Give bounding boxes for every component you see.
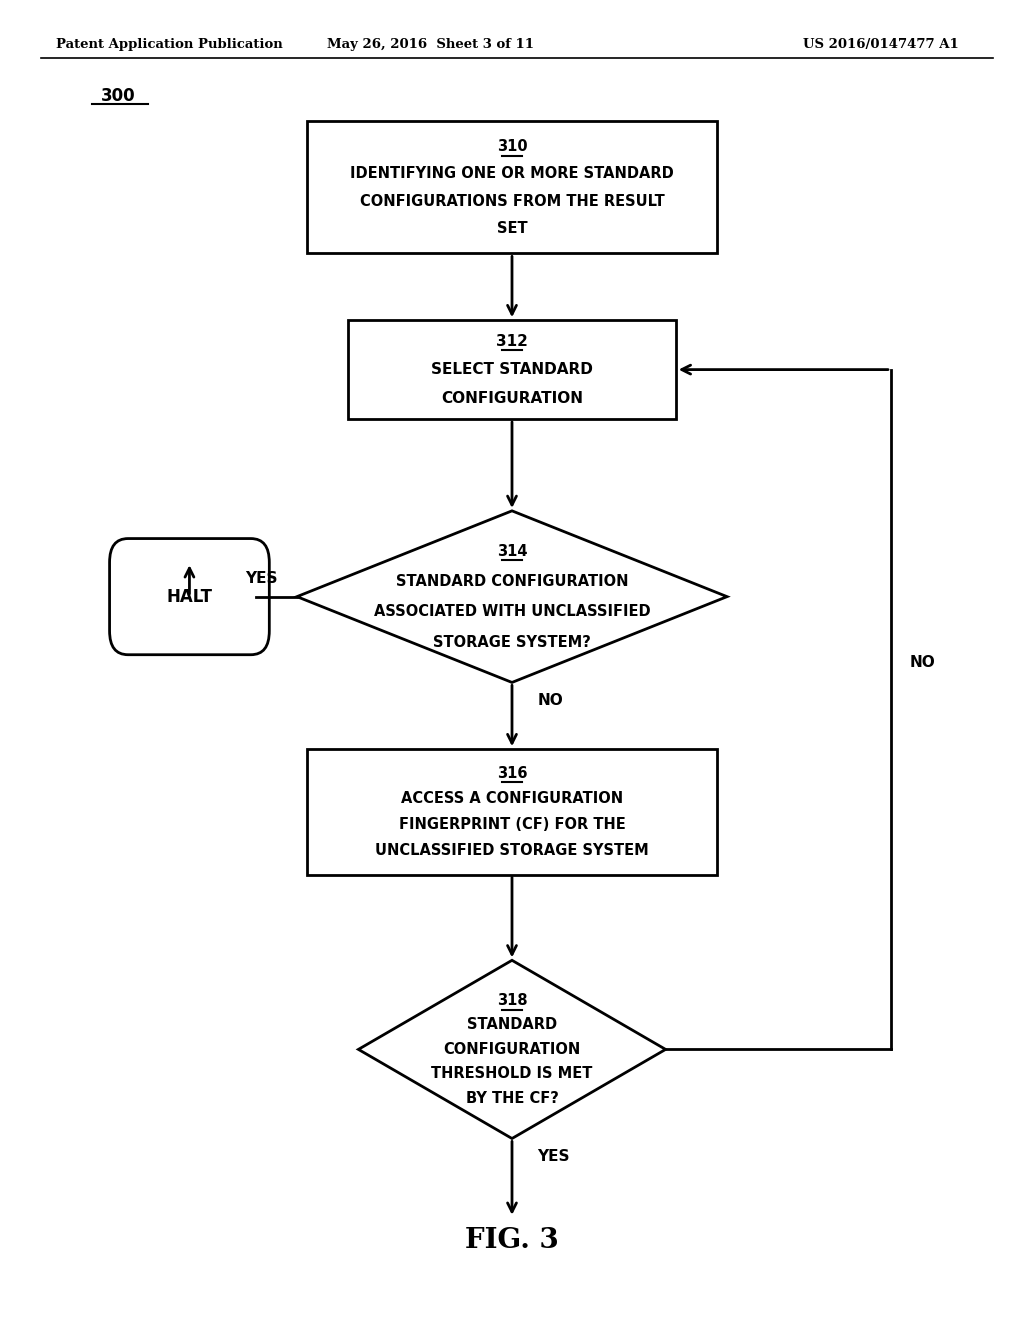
Text: May 26, 2016  Sheet 3 of 11: May 26, 2016 Sheet 3 of 11 [327,38,534,51]
Text: CONFIGURATION: CONFIGURATION [443,1041,581,1057]
Text: YES: YES [245,572,278,586]
Text: SELECT STANDARD: SELECT STANDARD [431,362,593,378]
Text: STANDARD CONFIGURATION: STANDARD CONFIGURATION [395,574,629,589]
Text: NO: NO [538,693,563,708]
Text: SET: SET [497,220,527,236]
Text: UNCLASSIFIED STORAGE SYSTEM: UNCLASSIFIED STORAGE SYSTEM [375,843,649,858]
Text: THRESHOLD IS MET: THRESHOLD IS MET [431,1067,593,1081]
Text: NO: NO [909,655,935,671]
Text: 318: 318 [497,993,527,1007]
Text: IDENTIFYING ONE OR MORE STANDARD: IDENTIFYING ONE OR MORE STANDARD [350,166,674,181]
Text: 316: 316 [497,766,527,780]
Text: FINGERPRINT (CF) FOR THE: FINGERPRINT (CF) FOR THE [398,817,626,832]
Polygon shape [348,321,676,420]
Text: HALT: HALT [167,587,212,606]
Text: STANDARD: STANDARD [467,1018,557,1032]
Text: BY THE CF?: BY THE CF? [466,1092,558,1106]
Text: 310: 310 [497,139,527,154]
Polygon shape [297,511,727,682]
Text: US 2016/0147477 A1: US 2016/0147477 A1 [803,38,958,51]
Text: YES: YES [538,1148,570,1164]
Polygon shape [307,750,717,874]
Polygon shape [307,121,717,253]
Text: 314: 314 [497,544,527,558]
Text: CONFIGURATION: CONFIGURATION [441,391,583,405]
Text: 312: 312 [496,334,528,348]
Text: STORAGE SYSTEM?: STORAGE SYSTEM? [433,635,591,649]
Polygon shape [358,961,666,1138]
Text: ACCESS A CONFIGURATION: ACCESS A CONFIGURATION [401,792,623,807]
Text: ASSOCIATED WITH UNCLASSIFIED: ASSOCIATED WITH UNCLASSIFIED [374,605,650,619]
Text: Patent Application Publication: Patent Application Publication [56,38,283,51]
Text: CONFIGURATIONS FROM THE RESULT: CONFIGURATIONS FROM THE RESULT [359,194,665,209]
FancyBboxPatch shape [110,539,269,655]
Text: FIG. 3: FIG. 3 [465,1228,559,1254]
Text: 300: 300 [100,87,135,106]
